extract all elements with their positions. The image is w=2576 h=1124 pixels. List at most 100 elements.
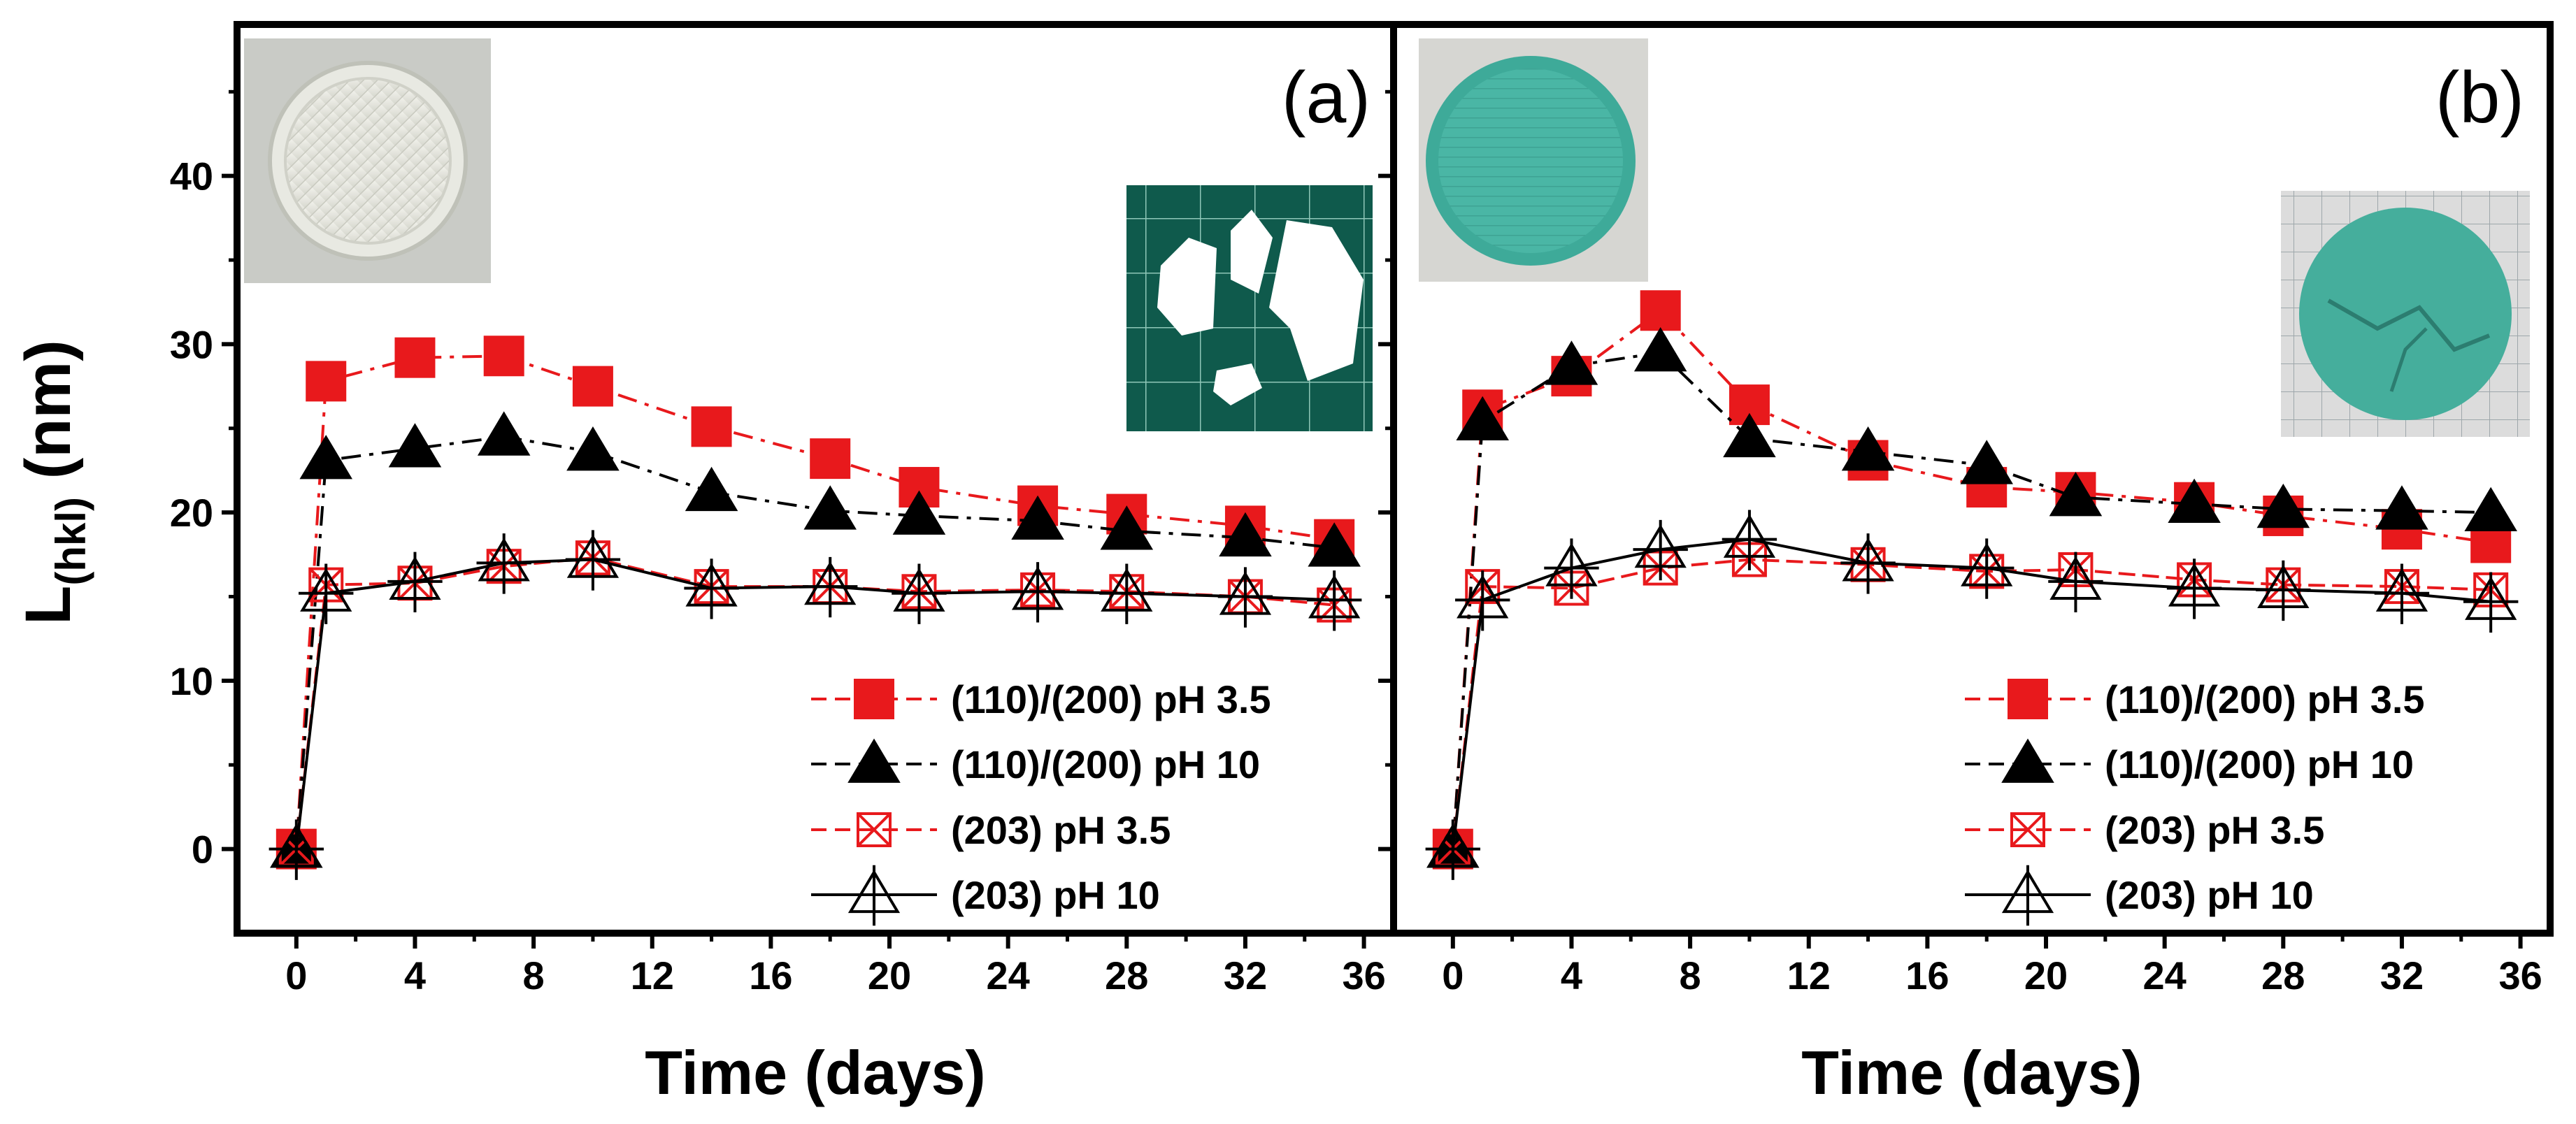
fragments-on-grid-photo (1126, 185, 1373, 431)
data-point-a-3-9 (1099, 563, 1154, 624)
x-tick-label-a-4: 16 (749, 953, 792, 997)
x-tick-label-b-7: 28 (2261, 953, 2305, 997)
data-point-a-1-6 (803, 485, 857, 530)
data-point-a-3-5 (684, 559, 739, 619)
data-point-a-1-1 (299, 435, 352, 480)
data-point-b-1-11 (2464, 487, 2517, 532)
data-point-a-3-10 (1217, 567, 1273, 628)
data-point-b-3-3 (1633, 519, 1688, 581)
data-point-b-3-6 (1959, 538, 2015, 599)
data-point-b-1-10 (2375, 485, 2428, 530)
data-point-b-1-3 (1633, 326, 1687, 372)
data-point-a-1-4 (566, 426, 620, 471)
data-point-a-1-11 (1308, 522, 1361, 567)
data-point-a-1-9 (1100, 505, 1154, 550)
data-point-b-3-2 (1544, 538, 1599, 599)
legend-label-a-0: (110)/(200) pH 3.5 (951, 677, 1271, 721)
data-point-a-3-3 (476, 533, 531, 594)
data-point-a-3-8 (1010, 562, 1066, 623)
legend-label-a-2: (203) pH 3.5 (951, 808, 1171, 852)
x-tick-label-a-9: 36 (1342, 953, 1385, 997)
legend-label-b-3: (203) pH 10 (2105, 873, 2314, 917)
x-axis-label-a: Time (days) (645, 1038, 985, 1107)
legend-marker-a-2 (857, 812, 892, 847)
legend-label-a-1: (110)/(200) pH 10 (951, 742, 1260, 786)
data-point-a-1-3 (477, 411, 531, 456)
legend-label-b-0: (110)/(200) pH 3.5 (2105, 677, 2425, 721)
legend-marker-a-3 (846, 865, 902, 926)
panel-b-frame (1390, 21, 2554, 937)
x-tick-label-a-0: 0 (285, 953, 307, 997)
legend-marker-b-0 (2008, 679, 2048, 719)
x-tick-label-a-2: 8 (523, 953, 545, 997)
data-point-a-0-1 (306, 361, 347, 402)
data-point-b-3-4 (1722, 510, 1777, 570)
data-point-b-3-7 (2048, 552, 2103, 613)
data-point-a-1-5 (685, 466, 738, 512)
data-point-a-3-6 (803, 556, 858, 618)
data-point-b-3-11 (2463, 572, 2519, 633)
intact-disc-photo (244, 38, 491, 283)
y-tick-label-0: 0 (192, 828, 213, 872)
data-point-b-3-8 (2166, 559, 2222, 619)
legend-marker-b-1 (2001, 738, 2054, 783)
data-point-b-0-3 (1640, 290, 1681, 331)
data-point-a-1-10 (1219, 512, 1272, 557)
x-tick-label-b-9: 36 (2498, 953, 2542, 997)
x-tick-label-b-3: 12 (1787, 953, 1831, 997)
data-point-b-3-1 (1455, 570, 1510, 631)
x-tick-label-b-4: 16 (1905, 953, 1949, 997)
data-point-b-3-5 (1840, 533, 1896, 594)
data-point-b-1-8 (2168, 478, 2221, 523)
data-point-a-0-2 (394, 337, 436, 378)
data-point-a-3-11 (1306, 570, 1362, 631)
y-tick-label-1: 10 (170, 659, 213, 703)
x-axis-label-b: Time (days) (1801, 1038, 2142, 1107)
data-point-a-3-2 (387, 552, 443, 613)
data-point-b-3-9 (2256, 560, 2311, 621)
x-tick-label-b-2: 8 (1680, 953, 1701, 997)
green-disc-photo (1419, 38, 1648, 282)
cracked-green-disc-on-grid-photo (2281, 191, 2530, 437)
x-tick-label-a-1: 4 (404, 953, 426, 997)
x-tick-label-b-1: 4 (1561, 953, 1582, 997)
legend-label-b-2: (203) pH 3.5 (2105, 808, 2324, 852)
legend-label-a-3: (203) pH 10 (951, 873, 1160, 917)
data-point-a-0-3 (483, 336, 524, 377)
data-point-a-3-4 (565, 530, 621, 591)
data-point-a-3-0 (269, 819, 324, 880)
x-tick-label-a-5: 20 (868, 953, 911, 997)
legend-marker-a-1 (847, 738, 901, 783)
legend-a: (110)/(200) pH 3.5 (110)/(200) pH 10 (203)… (811, 677, 1271, 926)
data-point-a-3-1 (299, 563, 354, 624)
legend-marker-a-0 (854, 679, 894, 719)
data-point-a-0-5 (691, 406, 732, 447)
x-tick-label-b-8: 32 (2380, 953, 2424, 997)
y-tick-label-4: 40 (170, 154, 213, 199)
series-line-a-1 (294, 435, 1335, 849)
data-point-a-3-7 (892, 563, 947, 624)
y-tick-label-2: 20 (170, 491, 213, 535)
y-tick-label-3: 30 (170, 322, 213, 366)
x-tick-label-a-6: 24 (987, 953, 1030, 997)
data-point-a-1-7 (892, 490, 946, 535)
x-tick-label-b-0: 0 (1442, 953, 1464, 997)
legend-b: (110)/(200) pH 3.5 (110)/(200) pH 10 (203)… (1965, 677, 2425, 926)
data-point-a-0-4 (572, 366, 613, 407)
x-tick-label-b-6: 24 (2143, 953, 2187, 997)
x-tick-label-a-3: 12 (631, 953, 674, 997)
panel-label-b: (b) (2435, 57, 2524, 138)
data-point-b-1-4 (1723, 412, 1776, 458)
data-point-b-1-2 (1545, 340, 1598, 385)
data-point-b-1-6 (1960, 440, 2013, 484)
data-point-b-1-1 (1456, 396, 1509, 441)
x-tick-label-b-5: 20 (2024, 953, 2068, 997)
legend-label-b-1: (110)/(200) pH 10 (2105, 742, 2414, 786)
data-point-a-1-8 (1011, 495, 1064, 540)
data-point-b-3-0 (1425, 819, 1481, 880)
legend-marker-b-3 (2000, 865, 2056, 926)
data-point-b-1-9 (2256, 483, 2310, 528)
x-tick-label-a-7: 28 (1105, 953, 1148, 997)
panel-label-a: (a) (1282, 57, 1371, 138)
